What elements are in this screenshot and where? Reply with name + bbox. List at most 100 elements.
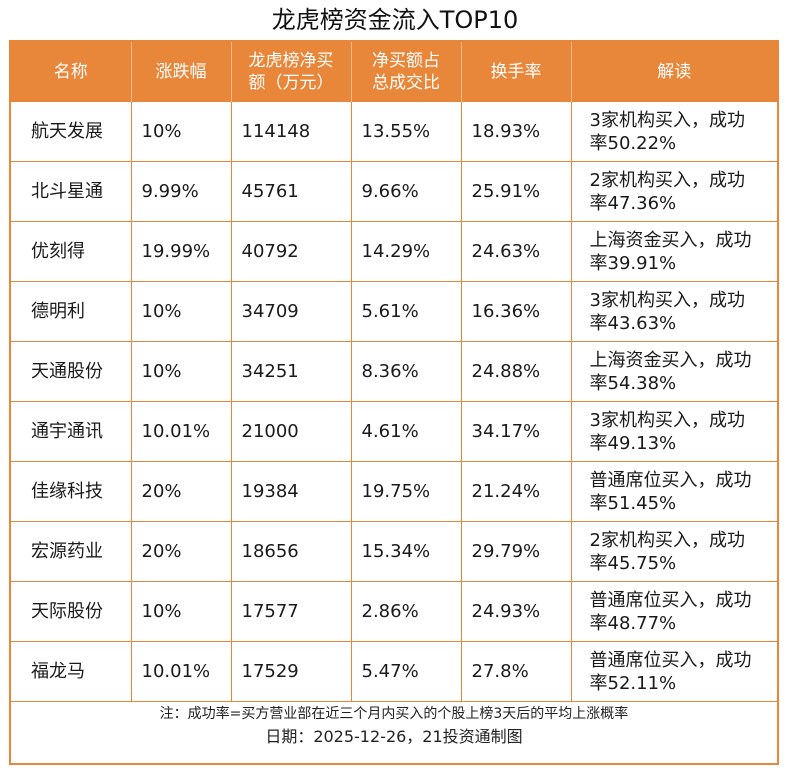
header-interpret: 解读 — [571, 42, 777, 102]
cell-interpret: 普通席位买入，成功 率52.11% — [571, 641, 777, 702]
cell-name: 宏源药业 — [11, 521, 132, 582]
table-row: 通宇通讯 10.01% 21000 4.61% 34.17% 3家机构买入，成功 率49.1… — [11, 401, 777, 462]
interpret-line1: 3家机构买入，成功 — [589, 109, 745, 131]
header-net-buy-line1: 龙虎榜净买 — [248, 51, 334, 71]
cell-net-buy: 19384 — [231, 461, 352, 522]
cell-interpret: 上海资金买入，成功 率54.38% — [571, 341, 777, 402]
cell-name: 通宇通讯 — [11, 401, 132, 462]
cell-name: 福龙马 — [11, 641, 132, 702]
header-name: 名称 — [11, 42, 132, 102]
interpret-line2: 率43.63% — [589, 312, 677, 334]
cell-ratio: 13.55% — [351, 102, 462, 162]
table-row: 福龙马 10.01% 17529 5.47% 27.8% 普通席位买入，成功 率52.11% — [11, 641, 777, 702]
interpret-line1: 2家机构买入，成功 — [589, 169, 745, 191]
data-table-frame: 名称 涨跌幅 龙虎榜净买 额（万元） 净买额占 总成交比 换手率 解读 航天发展 10… — [9, 40, 779, 765]
interpret-line2: 率48.77% — [589, 612, 677, 634]
interpret-line2: 率51.45% — [589, 492, 677, 514]
interpret-line2: 率45.75% — [589, 552, 677, 574]
cell-net-buy: 114148 — [231, 102, 352, 162]
cell-change: 20% — [131, 461, 232, 522]
cell-change: 10.01% — [131, 401, 232, 462]
cell-ratio: 8.36% — [351, 341, 462, 402]
cell-interpret: 3家机构买入，成功 率49.13% — [571, 401, 777, 462]
table-row: 宏源药业 20% 18656 15.34% 29.79% 2家机构买入，成功 率45.75% — [11, 521, 777, 582]
cell-net-buy: 21000 — [231, 401, 352, 462]
footnote: 注：成功率=买方营业部在近三个月内买入的个股上榜3天后的平均上涨概率 — [159, 706, 629, 722]
page-title: 龙虎榜资金流入TOP10 — [271, 6, 519, 34]
header-net-buy: 龙虎榜净买 额（万元） — [231, 42, 352, 102]
cell-turnover: 24.63% — [461, 221, 572, 282]
date-credit: 日期：2025-12-26，21投资通制图 — [265, 727, 523, 746]
interpret-line1: 2家机构买入，成功 — [589, 529, 745, 551]
cell-ratio: 5.61% — [351, 281, 462, 342]
interpret-line1: 上海资金买入，成功 — [589, 349, 752, 371]
cell-turnover: 24.88% — [461, 341, 572, 402]
table-row: 德明利 10% 34709 5.61% 16.36% 3家机构买入，成功 率43.63% — [11, 281, 777, 342]
header-ratio: 净买额占 总成交比 — [351, 42, 462, 102]
cell-name: 优刻得 — [11, 221, 132, 282]
cell-interpret: 3家机构买入，成功 率50.22% — [571, 102, 777, 162]
interpret-line2: 率50.22% — [589, 132, 677, 154]
cell-ratio: 5.47% — [351, 641, 462, 702]
cell-turnover: 16.36% — [461, 281, 572, 342]
cell-ratio: 2.86% — [351, 581, 462, 642]
header-turnover: 换手率 — [461, 42, 572, 102]
cell-name: 北斗星通 — [11, 161, 132, 222]
interpret-line2: 率47.36% — [589, 192, 677, 214]
interpret-line1: 普通席位买入，成功 — [589, 649, 752, 671]
cell-name: 佳缘科技 — [11, 461, 132, 522]
cell-name: 天通股份 — [11, 341, 132, 402]
cell-turnover: 29.79% — [461, 521, 572, 582]
cell-ratio: 14.29% — [351, 221, 462, 282]
table-row: 航天发展 10% 114148 13.55% 18.93% 3家机构买入，成功 率50.22… — [11, 102, 777, 162]
cell-turnover: 18.93% — [461, 102, 572, 162]
cell-net-buy: 18656 — [231, 521, 352, 582]
cell-ratio: 4.61% — [351, 401, 462, 462]
cell-change: 9.99% — [131, 161, 232, 222]
cell-ratio: 19.75% — [351, 461, 462, 522]
cell-change: 10.01% — [131, 641, 232, 702]
cell-change: 10% — [131, 341, 232, 402]
cell-turnover: 24.93% — [461, 581, 572, 642]
interpret-line1: 普通席位买入，成功 — [589, 589, 752, 611]
cell-interpret: 上海资金买入，成功 率39.91% — [571, 221, 777, 282]
cell-turnover: 25.91% — [461, 161, 572, 222]
header-change: 涨跌幅 — [131, 42, 232, 102]
cell-change: 20% — [131, 521, 232, 582]
cell-net-buy: 17577 — [231, 581, 352, 642]
interpret-line2: 率54.38% — [589, 372, 677, 394]
table-row: 佳缘科技 20% 19384 19.75% 21.24% 普通席位买入，成功 率51.45% — [11, 461, 777, 522]
table-row: 北斗星通 9.99% 45761 9.66% 25.91% 2家机构买入，成功 率47.36… — [11, 161, 777, 222]
cell-turnover: 34.17% — [461, 401, 572, 462]
interpret-line1: 3家机构买入，成功 — [589, 289, 745, 311]
cell-change: 10% — [131, 281, 232, 342]
header-ratio-line2: 总成交比 — [372, 73, 440, 93]
cell-interpret: 普通席位买入，成功 率48.77% — [571, 581, 777, 642]
cell-net-buy: 34251 — [231, 341, 352, 402]
cell-change: 19.99% — [131, 221, 232, 282]
cell-name: 德明利 — [11, 281, 132, 342]
interpret-line1: 普通席位买入，成功 — [589, 469, 752, 491]
interpret-line2: 率39.91% — [589, 252, 677, 274]
cell-name: 航天发展 — [11, 102, 132, 162]
cell-interpret: 2家机构买入，成功 率45.75% — [571, 521, 777, 582]
cell-turnover: 21.24% — [461, 461, 572, 522]
table-body: 航天发展 10% 114148 13.55% 18.93% 3家机构买入，成功 率50.22… — [11, 102, 777, 702]
cell-turnover: 27.8% — [461, 641, 572, 702]
interpret-line1: 3家机构买入，成功 — [589, 409, 745, 431]
interpret-line2: 率52.11% — [589, 672, 677, 694]
header-ratio-line1: 净买额占 — [372, 51, 440, 71]
cell-interpret: 2家机构买入，成功 率47.36% — [571, 161, 777, 222]
cell-ratio: 9.66% — [351, 161, 462, 222]
interpret-line1: 上海资金买入，成功 — [589, 229, 752, 251]
interpret-line2: 率49.13% — [589, 432, 677, 454]
table-header-row: 名称 涨跌幅 龙虎榜净买 额（万元） 净买额占 总成交比 换手率 解读 — [11, 42, 777, 102]
cell-net-buy: 45761 — [231, 161, 352, 222]
cell-net-buy: 40792 — [231, 221, 352, 282]
header-net-buy-line2: 额（万元） — [248, 73, 334, 93]
cell-interpret: 3家机构买入，成功 率43.63% — [571, 281, 777, 342]
cell-net-buy: 17529 — [231, 641, 352, 702]
table-row: 优刻得 19.99% 40792 14.29% 24.63% 上海资金买入，成功 率39.9… — [11, 221, 777, 282]
cell-name: 天际股份 — [11, 581, 132, 642]
cell-change: 10% — [131, 102, 232, 162]
